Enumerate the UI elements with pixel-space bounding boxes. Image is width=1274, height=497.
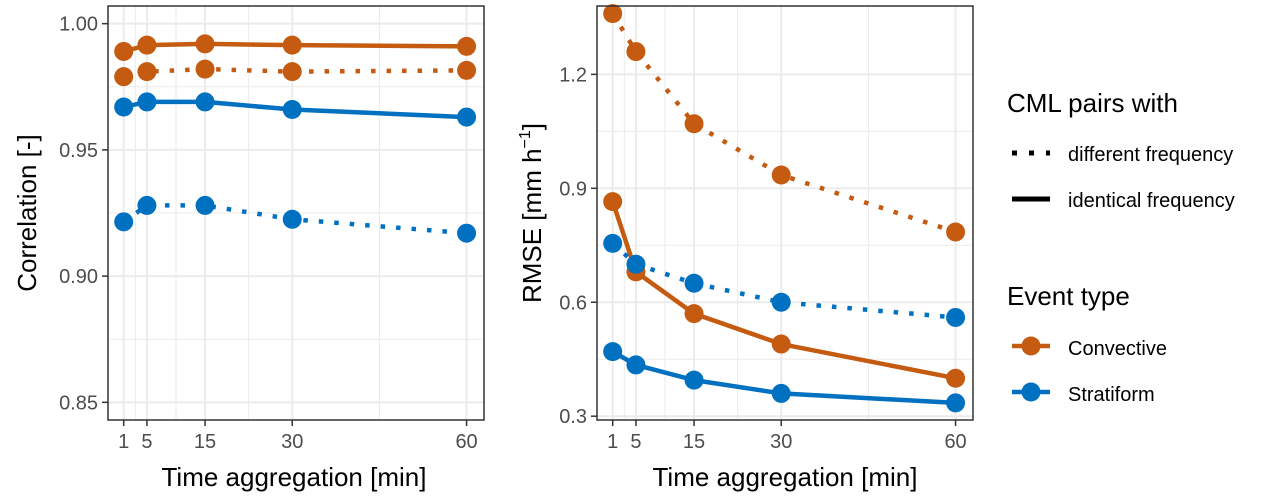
rmse-point-convective-different	[626, 42, 646, 62]
correlation-point-convective-different	[114, 67, 134, 87]
legend-title-cml-pairs: CML pairs with	[1007, 88, 1178, 118]
correlation-point-stratiform-identical	[195, 92, 215, 112]
legend-title-event-type: Event type	[1007, 281, 1130, 311]
correlation-point-stratiform-different	[457, 223, 477, 243]
legend-label-identical-frequency: identical frequency	[1068, 190, 1235, 212]
correlation-x-tick-label: 5	[141, 431, 152, 453]
rmse-y-axis-title-superscript: −1	[517, 130, 534, 148]
legend-key-convective	[1012, 336, 1050, 356]
rmse-y-ticks: 0.3 0.6 0.9 1.2	[559, 64, 597, 428]
correlation-point-stratiform-identical	[114, 97, 134, 117]
rmse-x-tick-label: 1	[607, 431, 618, 453]
rmse-x-axis-title: Time aggregation [min]	[653, 462, 918, 492]
rmse-point-stratiform-different	[946, 307, 966, 327]
correlation-point-convective-identical	[457, 36, 477, 56]
correlation-point-convective-different	[457, 60, 477, 80]
correlation-y-tick-label: 0.85	[59, 392, 98, 414]
correlation-panel-border	[107, 5, 485, 421]
correlation-x-axis-title: Time aggregation [min]	[162, 462, 427, 492]
correlation-point-convective-identical	[282, 35, 302, 55]
rmse-point-stratiform-identical	[603, 342, 623, 362]
correlation-y-ticks: 0.85 0.90 0.95 1.00	[59, 14, 108, 414]
correlation-y-axis-title: Correlation [-]	[12, 134, 42, 292]
legend-key-point	[1021, 382, 1041, 402]
rmse-point-stratiform-different	[603, 233, 623, 253]
correlation-point-stratiform-identical	[457, 107, 477, 127]
rmse-y-tick-label: 0.6	[559, 292, 587, 314]
rmse-point-stratiform-identical	[684, 370, 704, 390]
correlation-y-tick-label: 0.90	[59, 266, 98, 288]
correlation-point-convective-identical	[137, 35, 157, 55]
rmse-y-tick-label: 0.9	[559, 178, 587, 200]
rmse-x-tick-label: 60	[944, 431, 966, 453]
rmse-point-convective-identical	[771, 334, 791, 354]
rmse-point-stratiform-different	[626, 254, 646, 274]
correlation-point-convective-identical	[114, 41, 134, 61]
rmse-x-tick-label: 15	[683, 431, 705, 453]
rmse-x-tick-label: 30	[770, 431, 792, 453]
correlation-point-convective-different	[137, 62, 157, 82]
rmse-point-stratiform-different	[684, 273, 704, 293]
correlation-point-convective-different	[282, 62, 302, 82]
rmse-point-convective-identical	[946, 368, 966, 388]
rmse-y-axis-title-main: RMSE [mm h	[517, 148, 547, 303]
correlation-series	[114, 34, 477, 243]
rmse-x-ticks: 1 5 15 30 60	[607, 420, 967, 453]
rmse-plot-background	[597, 6, 973, 420]
correlation-x-tick-label: 30	[281, 431, 303, 453]
correlation-point-stratiform-identical	[282, 100, 302, 119]
rmse-point-convective-different	[684, 114, 704, 134]
legend: CML pairs with different frequency ident…	[1007, 88, 1235, 406]
rmse-point-stratiform-identical	[771, 383, 791, 403]
rmse-series	[603, 4, 966, 413]
rmse-point-stratiform-identical	[946, 393, 966, 413]
correlation-point-convective-identical	[195, 34, 215, 54]
rmse-panel: 0.3 0.6 0.9 1.2 1 5 15 30 60 Time aggregation […	[517, 4, 974, 492]
correlation-y-tick-label: 1.00	[59, 14, 98, 36]
legend-key-stratiform	[1012, 382, 1050, 402]
correlation-point-stratiform-different	[195, 195, 215, 215]
rmse-point-convective-different	[771, 165, 791, 185]
rmse-point-convective-identical	[603, 192, 623, 212]
rmse-y-tick-label: 1.2	[559, 64, 587, 86]
rmse-panel-border	[596, 5, 974, 421]
correlation-point-convective-different	[195, 59, 215, 79]
rmse-point-convective-different	[603, 4, 623, 24]
legend-label-different-frequency: different frequency	[1068, 144, 1233, 166]
correlation-point-stratiform-different	[114, 212, 134, 232]
rmse-x-tick-label: 5	[630, 431, 641, 453]
correlation-point-stratiform-different	[137, 195, 157, 215]
correlation-panel: 0.85 0.90 0.95 1.00 1 5 15 30 60 Time aggregati…	[12, 5, 485, 492]
legend-key-point	[1021, 336, 1041, 356]
rmse-y-axis-title: RMSE [mm h−1]	[517, 123, 547, 303]
rmse-y-axis-title-end: ]	[517, 123, 547, 130]
correlation-y-tick-label: 0.95	[59, 140, 98, 162]
rmse-point-convective-identical	[684, 304, 704, 324]
correlation-x-ticks: 1 5 15 30 60	[118, 420, 478, 453]
legend-label-stratiform: Stratiform	[1068, 384, 1155, 406]
rmse-y-tick-label: 0.3	[559, 406, 587, 428]
correlation-x-tick-label: 60	[455, 431, 477, 453]
rmse-point-stratiform-identical	[626, 355, 646, 375]
correlation-x-tick-label: 15	[194, 431, 216, 453]
legend-label-convective: Convective	[1068, 338, 1167, 360]
correlation-point-stratiform-different	[282, 209, 302, 229]
correlation-x-tick-label: 1	[118, 431, 129, 453]
rmse-point-stratiform-different	[771, 292, 791, 312]
rmse-point-convective-different	[946, 222, 966, 242]
correlation-point-stratiform-identical	[137, 92, 157, 112]
